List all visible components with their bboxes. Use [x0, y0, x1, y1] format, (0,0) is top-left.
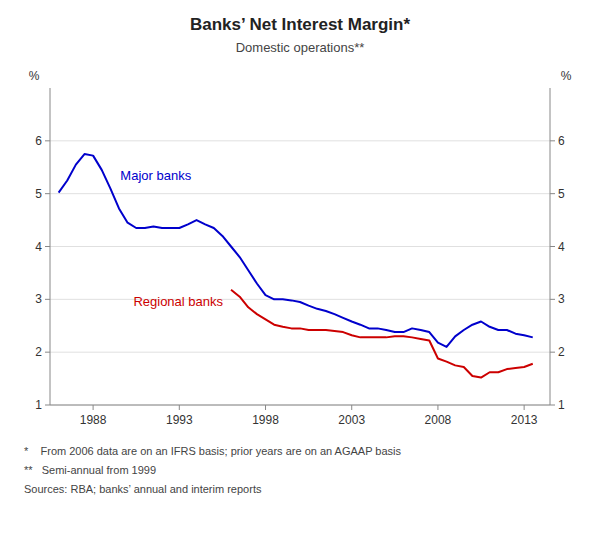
- x-tick-label: 2013: [511, 413, 538, 427]
- footnote: * From 2006 data are on an IFRS basis; p…: [24, 445, 402, 457]
- y-tick-label: 2: [35, 345, 42, 359]
- x-tick: [437, 405, 438, 410]
- y2-tick: [550, 299, 555, 300]
- y2-tick-label: 5: [558, 187, 565, 201]
- series-line: [231, 290, 533, 378]
- series-lines: [59, 154, 533, 377]
- y-tick: [45, 193, 50, 194]
- y-tick: [45, 405, 50, 406]
- y-tick-label: 4: [35, 240, 42, 254]
- y-axis-label: %: [29, 69, 40, 83]
- y-tick-label: 5: [35, 187, 42, 201]
- x-tick: [524, 405, 525, 410]
- subtitle: Domestic operations**: [236, 40, 365, 55]
- footnote: ** Semi-annual from 1999: [24, 464, 156, 476]
- footnote: Sources: RBA; banks’ annual and interim …: [24, 483, 262, 495]
- line-labels: Major banks Regional banks: [120, 168, 223, 308]
- y-tick: [45, 246, 50, 247]
- y2-tick: [550, 140, 555, 141]
- y2-tick: [550, 193, 555, 194]
- footnotes: * From 2006 data are on an IFRS basis; p…: [24, 445, 402, 495]
- grid: [50, 141, 550, 405]
- y-tick: [45, 140, 50, 141]
- x-tick-label: 2008: [425, 413, 452, 427]
- series-line: [59, 154, 533, 347]
- grid-line: [50, 140, 550, 141]
- x-tick-label: 1988: [80, 413, 107, 427]
- y-tick-label: 6: [35, 134, 42, 148]
- grid-line: [50, 405, 550, 406]
- grid-line: [50, 246, 550, 247]
- y2-tick-label: 4: [558, 240, 565, 254]
- y-tick: [45, 299, 50, 300]
- series-label: Major banks: [120, 168, 191, 183]
- y-tick-label: 1: [35, 398, 42, 412]
- y2-tick-label: 3: [558, 292, 565, 306]
- x-axis-line: [50, 405, 550, 406]
- y-tick-label: 3: [35, 292, 42, 306]
- y2-tick: [550, 352, 555, 353]
- axes: 1988 1993 1998 2003 2008 2013 1 2 3 4 5 6 1 2 3 4 5 6%%: [29, 69, 572, 427]
- y2-tick: [550, 246, 555, 247]
- x-tick-label: 1998: [252, 413, 279, 427]
- background: [0, 0, 600, 555]
- chart: Banks’ Net Interest Margin* Domestic oper…: [0, 0, 600, 555]
- x-tick: [179, 405, 180, 410]
- x-tick-label: 2003: [338, 413, 365, 427]
- x-tick-label: 1993: [166, 413, 193, 427]
- y2-axis-label: %: [561, 69, 572, 83]
- x-tick: [93, 405, 94, 410]
- grid-line: [50, 299, 550, 300]
- y2-tick: [550, 405, 555, 406]
- y-tick: [45, 352, 50, 353]
- y2-tick-label: 2: [558, 345, 565, 359]
- x-tick: [351, 405, 352, 410]
- grid-line: [50, 352, 550, 353]
- title: Banks’ Net Interest Margin*: [190, 15, 411, 34]
- grid-line: [50, 193, 550, 194]
- y2-tick-label: 1: [558, 398, 565, 412]
- y2-tick-label: 6: [558, 134, 565, 148]
- x-tick: [265, 405, 266, 410]
- series-label: Regional banks: [133, 294, 223, 309]
